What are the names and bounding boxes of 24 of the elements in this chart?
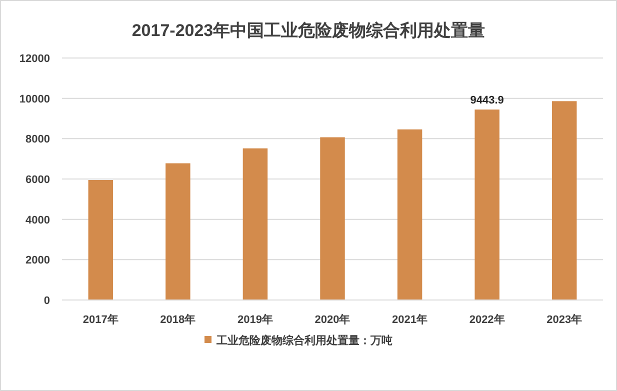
y-tick-label: 2000 — [26, 254, 50, 267]
bar — [474, 110, 500, 300]
bar — [397, 129, 422, 300]
y-tick-label: 10000 — [19, 93, 50, 106]
y-tick-label: 8000 — [26, 134, 50, 146]
legend-label: 工业危险废物综合利用处置量：万吨 — [216, 334, 392, 347]
bar — [320, 137, 345, 300]
x-tick-label: 2023年 — [546, 313, 582, 326]
bar — [166, 163, 190, 300]
x-tick-label: 2020年 — [314, 313, 350, 326]
x-tick-label: 2022年 — [469, 313, 505, 326]
x-tick-label: 2018年 — [160, 313, 196, 326]
y-tick-label: 4000 — [26, 214, 50, 226]
bar — [88, 180, 114, 300]
bar — [242, 148, 268, 300]
x-tick-label: 2021年 — [392, 313, 428, 326]
x-tick-label: 2017年 — [82, 313, 118, 326]
data-label: 9443.9 — [470, 94, 504, 107]
chart-title: 2017-2023年中国工业危险废物综合利用处置量 — [132, 21, 486, 40]
y-tick-label: 12000 — [19, 53, 50, 65]
y-tick-label: 0 — [44, 295, 50, 307]
y-tick-label: 6000 — [26, 174, 50, 186]
bar — [552, 101, 577, 300]
x-tick-label: 2019年 — [237, 313, 273, 326]
